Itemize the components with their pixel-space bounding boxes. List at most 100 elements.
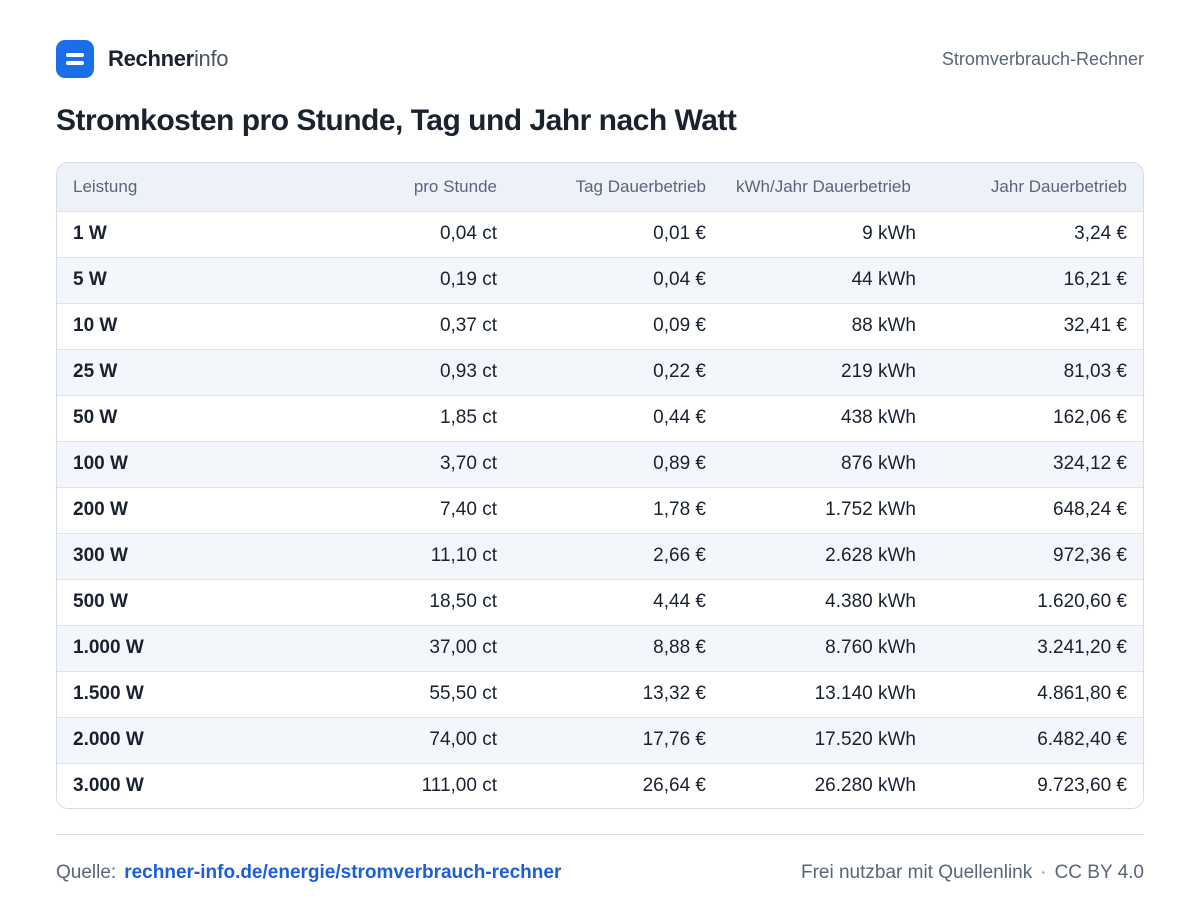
table-row: 1.000 W 37,00 ct 8,88 € 8.760 kWh 3.241,20 € — [57, 625, 1143, 671]
table-row: 2.000 W 74,00 ct 17,76 € 17.520 kWh 6.482,40… — [57, 717, 1143, 763]
jahr-cell: 16,21 € — [1063, 269, 1127, 290]
leistung-cell: 3.000 W — [73, 775, 144, 797]
tag-cell: 0,89 € — [653, 453, 706, 474]
section-label: Stromverbrauch-Rechner — [941, 48, 1144, 69]
license-separator: · — [1040, 862, 1047, 883]
jahr-cell: 648,24 € — [1053, 499, 1127, 520]
jahr-cell: 324,12 € — [1053, 453, 1127, 474]
leistung-cell: 5 W — [73, 269, 107, 290]
table-row: 10 W 0,37 ct 0,09 € 88 kWh 32,41 € — [57, 303, 1143, 349]
tag-cell: 4,44 € — [653, 591, 706, 612]
kwh-jahr-cell: 438 kWh — [841, 407, 916, 428]
tag-cell: 13,32 € — [642, 683, 706, 704]
jahr-cell: 1.620,60 € — [1037, 591, 1127, 612]
tag-cell: 0,44 € — [653, 407, 706, 428]
source-link[interactable]: rechner-info.de/energie/stromverbrauch-r… — [124, 862, 562, 883]
cost-table: Leistung pro Stunde Tag Dauerbetrieb kWh… — [57, 163, 1143, 808]
pro-stunde-cell: 0,93 ct — [439, 361, 497, 382]
kwh-jahr-cell: 17.520 kWh — [814, 729, 916, 750]
kwh-jahr-cell: 2.628 kWh — [825, 545, 916, 566]
table-row: 100 W 3,70 ct 0,89 € 876 kWh 324,12 € — [57, 441, 1143, 487]
jahr-cell: 972,36 € — [1053, 545, 1127, 566]
leistung-cell: 2.000 W — [73, 729, 144, 750]
pro-stunde-cell: 18,50 ct — [429, 591, 497, 612]
kwh-jahr-cell: 9 kWh — [862, 223, 916, 244]
pro-stunde-cell: 3,70 ct — [439, 453, 497, 474]
table-row: 1 W 0,04 ct 0,01 € 9 kWh 3,24 € — [57, 211, 1143, 257]
tag-cell: 2,66 € — [653, 545, 706, 566]
source-label: Quelle: — [56, 862, 117, 883]
brand-name: Rechnerinfo — [108, 46, 229, 72]
kwh-jahr-cell: 876 kWh — [841, 453, 916, 474]
kwh-jahr-cell: 44 kWh — [851, 269, 916, 290]
cost-table-container: Leistung pro Stunde Tag Dauerbetrieb kWh… — [56, 162, 1144, 809]
table-row: 25 W 0,93 ct 0,22 € 219 kWh 81,03 € — [57, 349, 1143, 395]
tag-cell: 0,01 € — [653, 223, 706, 244]
jahr-cell: 32,41 € — [1063, 315, 1127, 336]
pro-stunde-cell: 37,00 ct — [429, 637, 497, 658]
table-row: 5 W 0,19 ct 0,04 € 44 kWh 16,21 € — [57, 257, 1143, 303]
tag-cell: 26,64 € — [642, 775, 706, 797]
tag-cell: 0,04 € — [653, 269, 706, 290]
column-header-tag-dauerbetrieb: Tag Dauerbetrieb — [575, 176, 706, 196]
brand-name-strong: Rechner — [108, 46, 194, 71]
pro-stunde-cell: 111,00 ct — [421, 775, 497, 797]
jahr-cell: 6.482,40 € — [1037, 729, 1127, 750]
site-header: Rechnerinfo Stromverbrauch-Rechner — [56, 40, 1144, 78]
pro-stunde-cell: 55,50 ct — [429, 683, 497, 704]
jahr-cell: 3,24 € — [1074, 223, 1127, 244]
jahr-cell: 4.861,80 € — [1037, 683, 1127, 704]
footer: Quelle: rechner-info.de/energie/stromverb… — [56, 858, 1144, 888]
table-header-row: Leistung pro Stunde Tag Dauerbetrieb kWh… — [57, 163, 1143, 211]
pro-stunde-cell: 1,85 ct — [439, 407, 497, 428]
leistung-cell: 500 W — [73, 591, 128, 612]
kwh-jahr-cell: 13.140 kWh — [814, 683, 916, 704]
pro-stunde-cell: 11,10 ct — [430, 545, 497, 566]
table-row: 1.500 W 55,50 ct 13,32 € 13.140 kWh 4.861,80… — [57, 671, 1143, 717]
kwh-jahr-cell: 26.280 kWh — [814, 775, 916, 797]
tag-cell: 17,76 € — [642, 729, 706, 750]
jahr-cell: 81,03 € — [1063, 361, 1127, 382]
source: Quelle: rechner-info.de/energie/stromverb… — [56, 862, 561, 884]
license-text: Frei nutzbar mit Quellenlink — [800, 862, 1033, 883]
kwh-jahr-cell: 4.380 kWh — [825, 591, 916, 612]
license-info: Frei nutzbar mit Quellenlink · CC BY 4.0 — [801, 862, 1144, 884]
page-title: Stromkosten pro Stunde, Tag und Jahr nac… — [56, 104, 737, 137]
table-row: 300 W 11,10 ct 2,66 € 2.628 kWh 972,36 € — [57, 533, 1143, 579]
pro-stunde-cell: 0,19 ct — [439, 269, 497, 290]
pro-stunde-cell: 0,37 ct — [439, 315, 497, 336]
leistung-cell: 10 W — [73, 315, 118, 336]
leistung-cell: 25 W — [73, 361, 118, 382]
jahr-cell: 162,06 € — [1053, 407, 1127, 428]
table-row: 3.000 W 111,00 ct 26,64 € 26.280 kWh 9.723,6… — [57, 763, 1143, 808]
table-body: 1 W 0,04 ct 0,01 € 9 kWh 3,24 € 5 W 0,19 ct 0,0… — [57, 211, 1143, 808]
column-header-leistung: Leistung — [73, 176, 138, 196]
tag-cell: 8,88 € — [653, 637, 706, 658]
pro-stunde-cell: 7,40 ct — [439, 499, 497, 520]
brand[interactable]: Rechnerinfo — [56, 40, 229, 78]
table-row: 50 W 1,85 ct 0,44 € 438 kWh 162,06 € — [57, 395, 1143, 441]
equals-logo-icon — [56, 40, 94, 78]
leistung-cell: 50 W — [73, 407, 118, 428]
kwh-jahr-cell: 88 kWh — [851, 315, 916, 336]
tag-cell: 0,22 € — [653, 361, 706, 382]
license-badge: CC BY 4.0 — [1054, 862, 1144, 883]
table-row: 200 W 7,40 ct 1,78 € 1.752 kWh 648,24 € — [57, 487, 1143, 533]
leistung-cell: 300 W — [73, 545, 128, 566]
leistung-cell: 200 W — [73, 499, 128, 520]
leistung-cell: 1.500 W — [73, 683, 144, 704]
kwh-jahr-cell: 1.752 kWh — [825, 499, 916, 520]
jahr-cell: 9.723,60 € — [1037, 775, 1127, 797]
pro-stunde-cell: 74,00 ct — [429, 729, 497, 750]
column-header-kwh-jahr: kWh/Jahr Dauerbetrieb — [736, 176, 911, 196]
kwh-jahr-cell: 219 kWh — [841, 361, 916, 382]
footer-divider — [56, 834, 1144, 835]
kwh-jahr-cell: 8.760 kWh — [825, 637, 916, 658]
column-header-jahr-dauerbetrieb: Jahr Dauerbetrieb — [990, 176, 1127, 196]
leistung-cell: 1.000 W — [73, 637, 144, 658]
table-row: 500 W 18,50 ct 4,44 € 4.380 kWh 1.620,60 € — [57, 579, 1143, 625]
leistung-cell: 1 W — [73, 223, 107, 244]
column-header-pro-stunde: pro Stunde — [413, 176, 497, 196]
jahr-cell: 3.241,20 € — [1037, 637, 1127, 658]
brand-name-light: info — [193, 46, 229, 71]
